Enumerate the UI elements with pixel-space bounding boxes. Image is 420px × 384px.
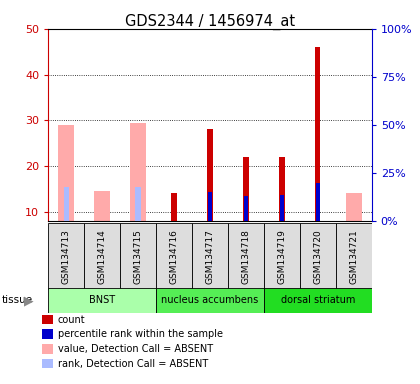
Text: tissue: tissue — [2, 295, 33, 306]
Bar — [130, 122, 146, 221]
Text: GSM134716: GSM134716 — [170, 229, 178, 284]
Text: GSM134718: GSM134718 — [241, 229, 250, 284]
Text: dorsal striatum: dorsal striatum — [281, 295, 355, 306]
Bar — [208, 192, 212, 221]
Text: GSM134720: GSM134720 — [313, 229, 322, 284]
Text: GSM134714: GSM134714 — [98, 229, 107, 284]
Bar — [346, 194, 362, 221]
Bar — [207, 129, 213, 221]
Bar — [264, 288, 372, 313]
Bar — [315, 47, 320, 221]
Text: GSM134713: GSM134713 — [62, 229, 71, 284]
Text: GSM134721: GSM134721 — [349, 229, 358, 284]
Text: GSM134719: GSM134719 — [277, 229, 286, 284]
Bar — [48, 223, 84, 290]
Text: GSM134717: GSM134717 — [205, 229, 215, 284]
Bar — [244, 196, 248, 221]
Bar — [264, 223, 300, 290]
Text: GSM134715: GSM134715 — [134, 229, 143, 284]
Bar — [156, 288, 264, 313]
Text: GDS2344 / 1456974_at: GDS2344 / 1456974_at — [125, 13, 295, 30]
Bar — [228, 223, 264, 290]
Bar — [280, 195, 284, 221]
Bar — [58, 125, 74, 221]
Bar — [156, 223, 192, 290]
Text: percentile rank within the sample: percentile rank within the sample — [58, 329, 223, 339]
Text: value, Detection Call = ABSENT: value, Detection Call = ABSENT — [58, 344, 213, 354]
Text: rank, Detection Call = ABSENT: rank, Detection Call = ABSENT — [58, 359, 208, 369]
Bar — [135, 187, 141, 221]
Text: nucleus accumbens: nucleus accumbens — [161, 295, 259, 306]
Bar — [94, 191, 110, 221]
Bar — [316, 184, 320, 221]
Bar — [120, 223, 156, 290]
Bar — [171, 194, 177, 221]
Text: ▶: ▶ — [24, 294, 33, 307]
Bar — [243, 157, 249, 221]
Bar — [336, 223, 372, 290]
Bar — [279, 157, 285, 221]
Bar — [84, 223, 120, 290]
Bar — [48, 288, 156, 313]
Bar — [192, 223, 228, 290]
Text: BNST: BNST — [89, 295, 115, 306]
Bar — [300, 223, 336, 290]
Text: count: count — [58, 315, 86, 325]
Bar — [63, 187, 69, 221]
